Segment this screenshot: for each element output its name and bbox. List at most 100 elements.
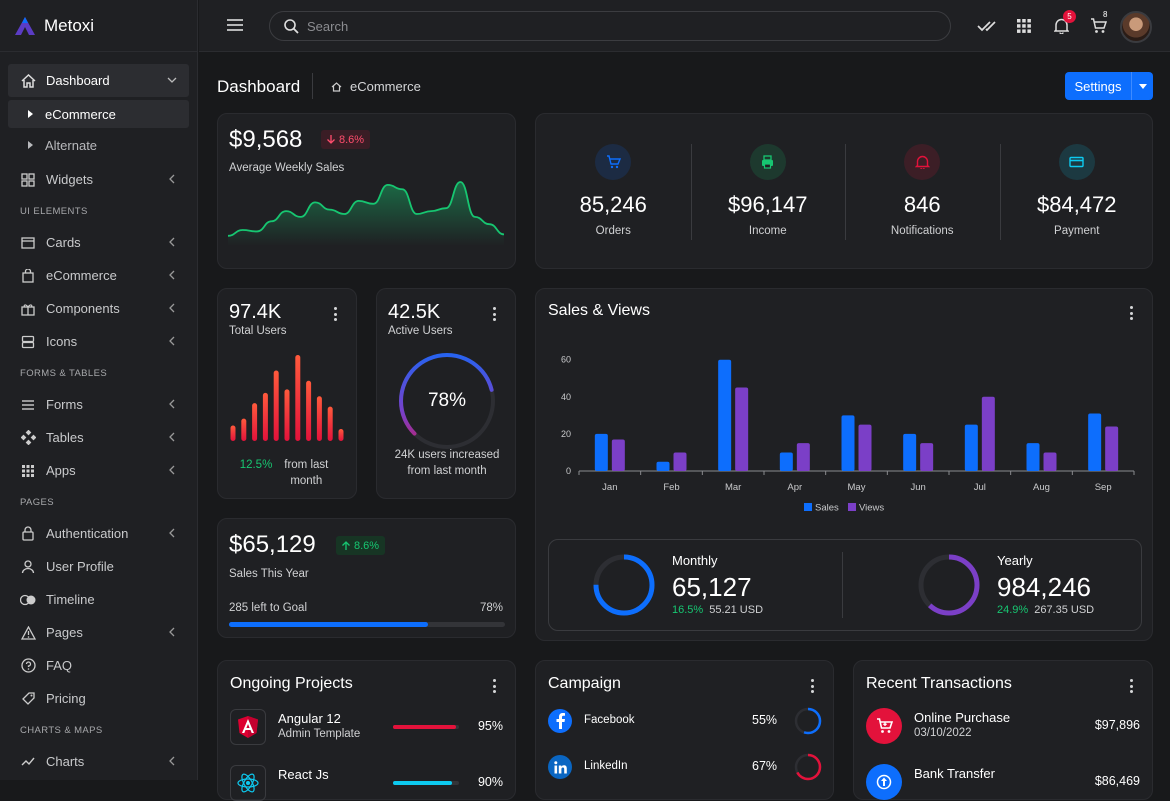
user-bar: [241, 418, 247, 441]
caret-right-icon: [28, 110, 33, 118]
widgets-icon: [20, 172, 36, 188]
facebook-icon[interactable]: [548, 709, 572, 733]
linkedin-icon[interactable]: [548, 755, 572, 779]
menu-toggle-button[interactable]: [227, 18, 243, 32]
yearly-sub: 24.9% 267.35 USD: [997, 604, 1094, 616]
weekly-sparkline: [228, 181, 505, 246]
more-options-button[interactable]: [333, 307, 337, 321]
cards-icon: [20, 235, 36, 251]
mark-all-read-button[interactable]: [977, 16, 997, 36]
home-icon[interactable]: [331, 81, 342, 92]
sidebar-nav: Dashboard eCommerce Alternate Widgets UI…: [0, 52, 197, 778]
sidebar-item-charts[interactable]: Charts: [8, 745, 189, 778]
more-options-button[interactable]: [1129, 679, 1133, 693]
stat-value: 846: [903, 192, 941, 217]
x-tick-label: Apr: [787, 482, 802, 493]
sidebar-item-icons[interactable]: Icons: [8, 325, 189, 358]
sidebar-item-components[interactable]: Components: [8, 292, 189, 325]
legend-label[interactable]: Sales: [815, 503, 839, 514]
chevron-left-icon: [169, 174, 175, 184]
campaign-ring-arc: [794, 753, 822, 781]
arrow-up-icon: [342, 541, 350, 550]
x-tick-label: Feb: [663, 482, 679, 493]
bar-views: [1105, 426, 1119, 471]
search-icon: [284, 18, 299, 34]
sidebar-item-apps[interactable]: Apps: [8, 454, 189, 487]
campaign-pct: 55%: [752, 713, 778, 727]
header-divider: [312, 73, 313, 99]
angular-icon: [230, 709, 266, 745]
settings-button[interactable]: Settings: [1074, 78, 1122, 94]
brand[interactable]: Metoxi: [0, 0, 197, 52]
brand-name: Metoxi: [44, 15, 95, 35]
notifications-button[interactable]: 5: [1051, 10, 1076, 36]
apps-button[interactable]: [1014, 16, 1034, 36]
search-box[interactable]: [269, 11, 951, 41]
transaction-amount: $86,469: [1094, 774, 1140, 788]
double-check-icon: [977, 21, 996, 32]
user-bar: [338, 428, 344, 441]
chevron-down-icon: [167, 77, 177, 83]
sidebar-item-label: Authentication: [46, 526, 129, 541]
chevron-left-icon: [169, 303, 175, 313]
sidebar-item-dashboard[interactable]: Dashboard: [8, 64, 189, 97]
server-icon: [20, 334, 36, 350]
user-bar: [252, 403, 258, 441]
stats-row: 85,246 Orders $96,147 Income 846 Notification…: [536, 114, 1154, 270]
bar-sales: [718, 359, 732, 471]
more-options-button[interactable]: [492, 679, 496, 693]
stat-label: Notifications: [890, 225, 954, 237]
y-tick-label: 60: [561, 355, 571, 365]
stat-payment: $84,472 Payment: [999, 114, 1155, 270]
sidebar-item-cards[interactable]: Cards: [8, 226, 189, 259]
legend-label[interactable]: Views: [859, 503, 884, 514]
campaign-ring-arc: [794, 707, 822, 735]
chart-icon: [20, 754, 36, 770]
active-users-gauge: [399, 353, 495, 449]
sidebar-item-widgets[interactable]: Widgets: [8, 163, 189, 196]
avatar[interactable]: [1120, 11, 1152, 43]
summary-divider: [842, 552, 843, 618]
search-input[interactable]: [307, 18, 907, 34]
sales-year-change-badge: 8.6%: [336, 536, 386, 555]
sidebar-item-label: Icons: [46, 334, 78, 349]
sidebar-item-authentication[interactable]: Authentication: [8, 517, 189, 550]
sidebar-item-pricing[interactable]: Pricing: [8, 682, 189, 715]
settings-dropdown-toggle[interactable]: [1132, 83, 1153, 89]
sidebar-item-ecommerce[interactable]: eCommerce: [8, 259, 189, 292]
more-options-button[interactable]: [1129, 306, 1133, 320]
bar-sales: [594, 433, 608, 471]
shopping-bag-icon: [20, 268, 36, 284]
apps-grid-icon: [20, 463, 36, 479]
tag-icon: [20, 691, 36, 707]
nav-heading-charts: CHARTS & MAPS: [20, 724, 103, 736]
sidebar-item-faq[interactable]: FAQ: [8, 649, 189, 682]
more-options-button[interactable]: [492, 307, 496, 321]
chevron-left-icon: [169, 465, 175, 475]
bar-sales: [656, 461, 670, 471]
cart-button[interactable]: 8: [1088, 10, 1108, 36]
hamburger-icon: [227, 19, 243, 31]
yearly-label: Yearly: [997, 553, 1033, 568]
stat-value: $84,472: [1036, 192, 1117, 217]
sidebar-item-label: User Profile: [46, 559, 114, 574]
sidebar-item-user-profile[interactable]: User Profile: [8, 550, 189, 583]
more-options-button[interactable]: [810, 679, 814, 693]
bar-sales: [779, 452, 793, 471]
sidebar-subitem-ecommerce[interactable]: eCommerce: [8, 100, 189, 128]
stat-value: 85,246: [579, 192, 647, 217]
sidebar-item-forms[interactable]: Forms: [8, 388, 189, 421]
react-icon: [230, 765, 266, 801]
projects-title: Ongoing Projects: [230, 675, 353, 692]
stat-orders: 85,246 Orders: [536, 114, 691, 270]
sidebar-subitem-alternate[interactable]: Alternate: [8, 131, 189, 159]
apps-grid-icon: [1017, 19, 1031, 33]
project-pct: 90%: [477, 775, 503, 789]
stats-card: 85,246 Orders $96,147 Income 846 Notification…: [535, 113, 1153, 269]
sidebar-item-pages[interactable]: Pages: [8, 616, 189, 649]
gauge-arc: [399, 353, 495, 449]
bar-views: [796, 443, 810, 471]
sparkline-area: [228, 182, 504, 246]
sidebar-item-timeline[interactable]: Timeline: [8, 583, 189, 616]
sidebar-item-tables[interactable]: Tables: [8, 421, 189, 454]
